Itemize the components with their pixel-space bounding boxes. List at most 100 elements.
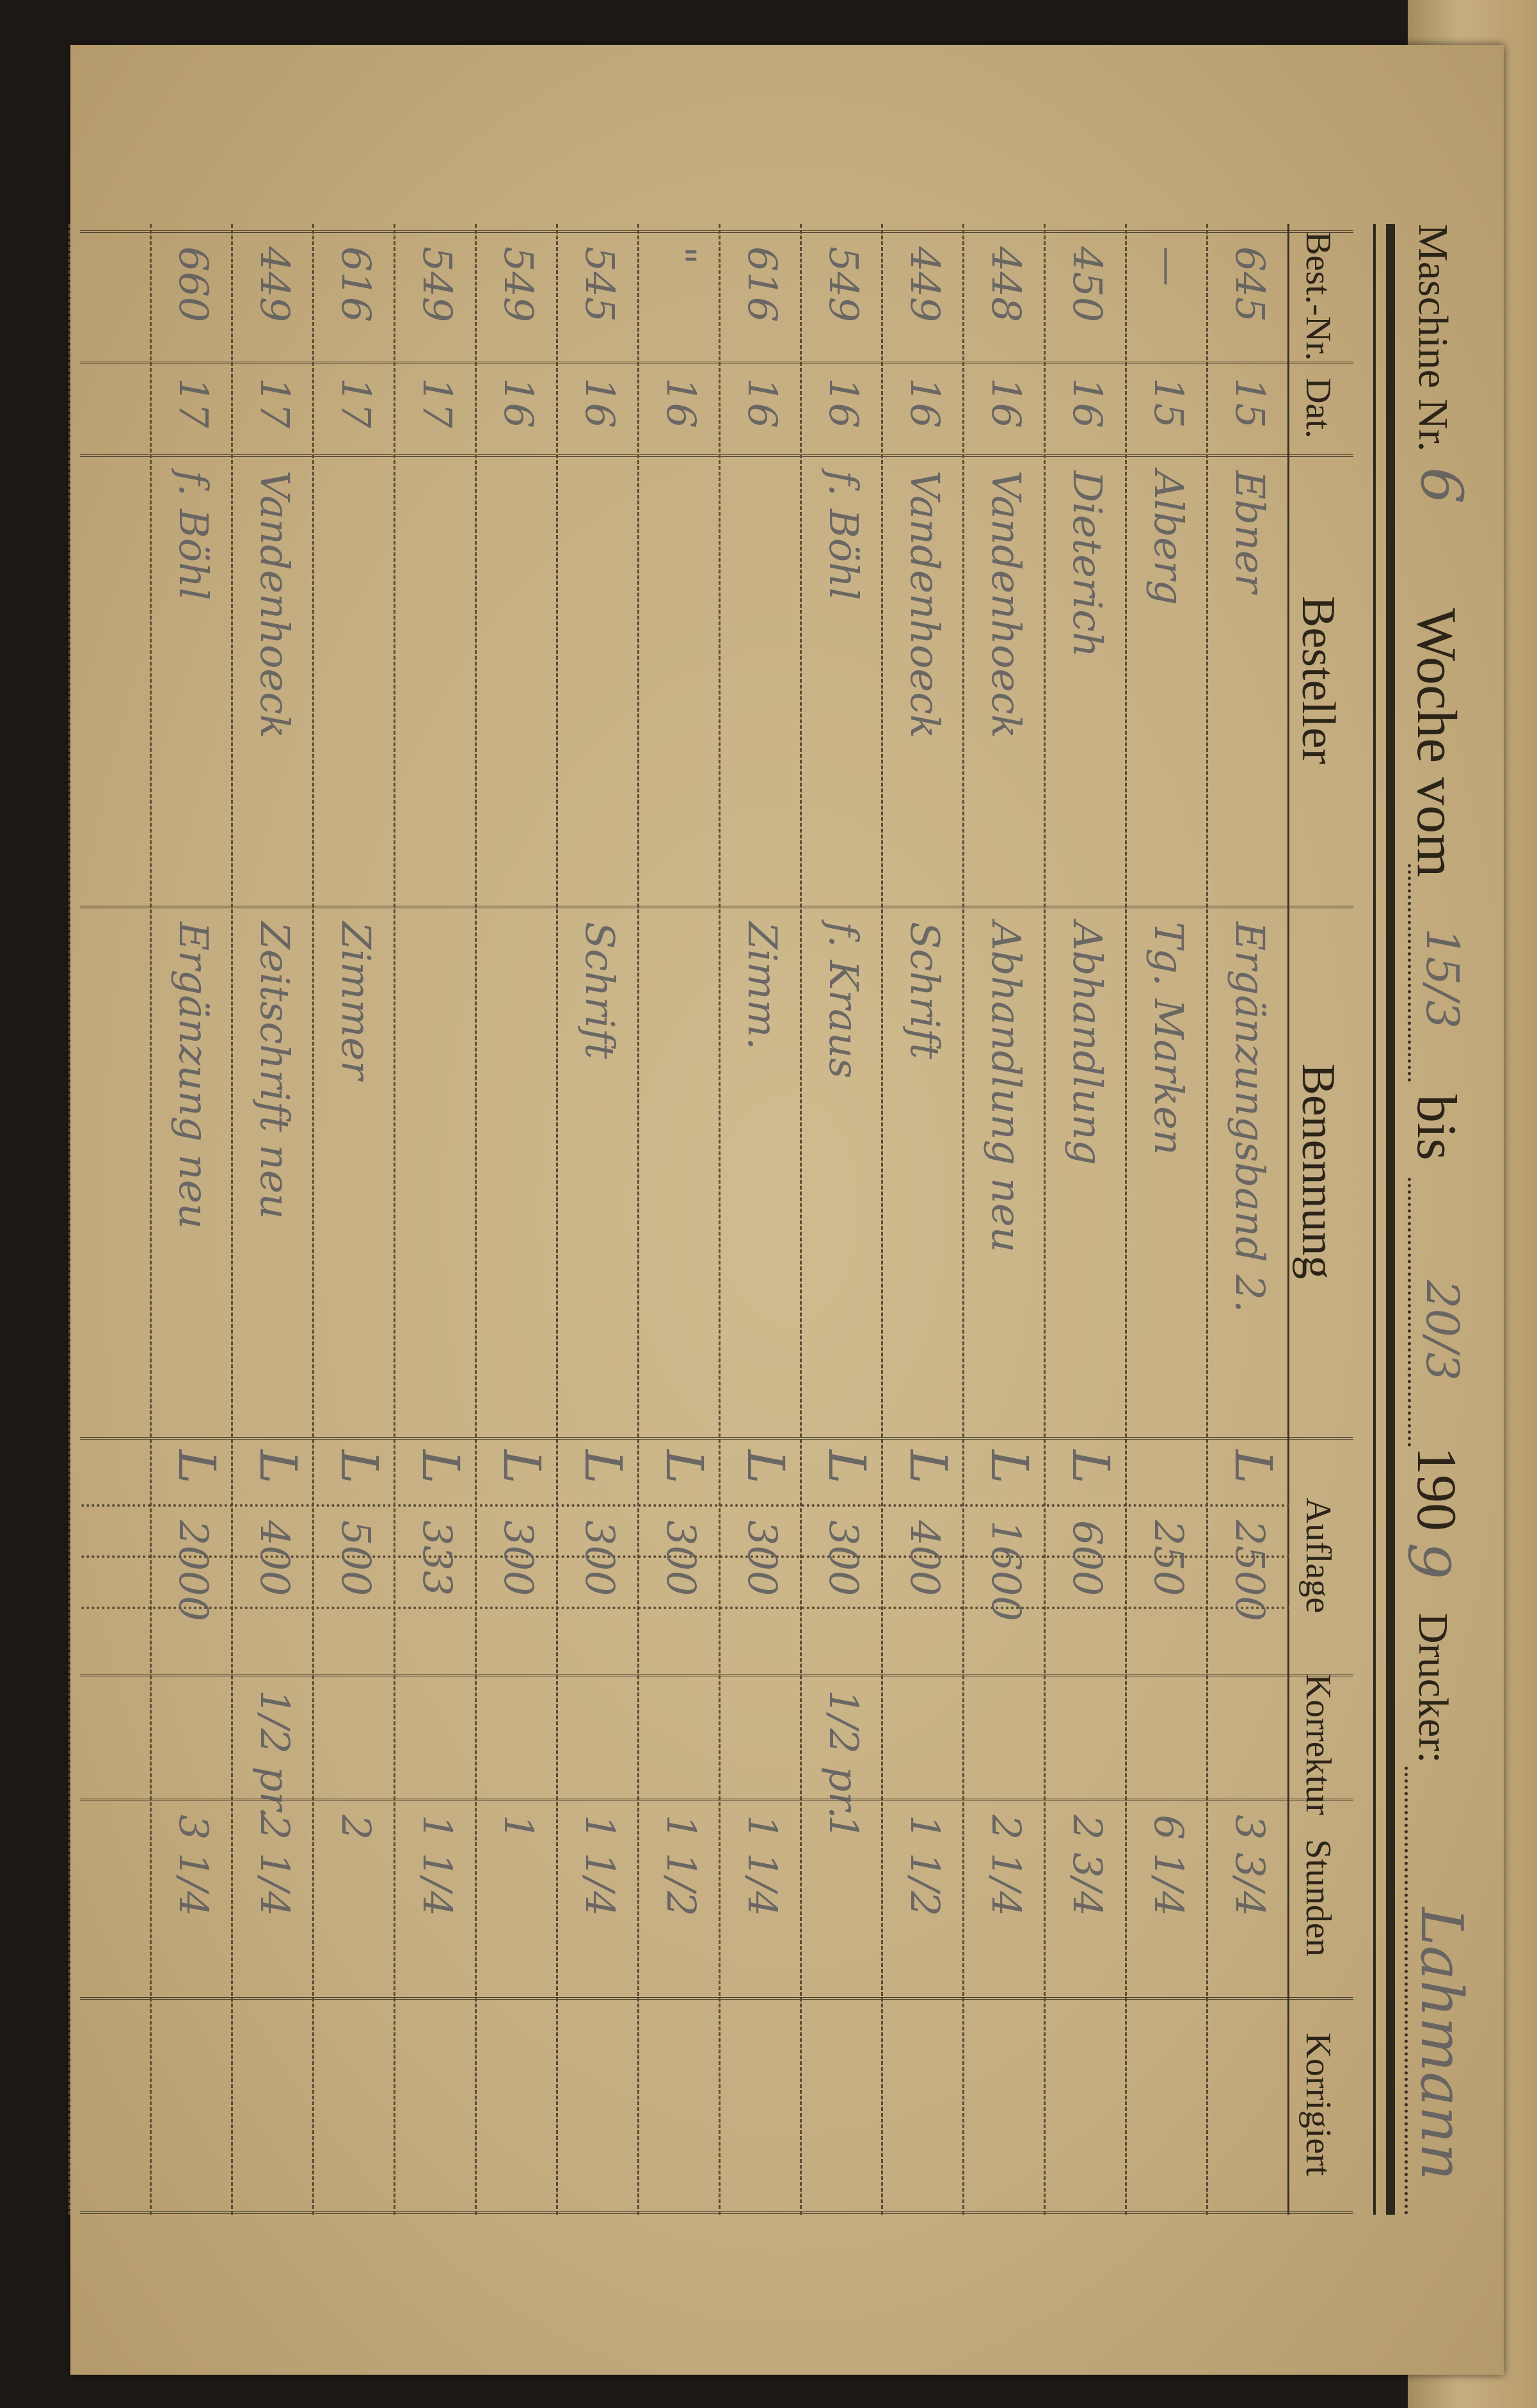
row-divider: [1206, 224, 1208, 2215]
auflage-digit-guide: [80, 1607, 1289, 1609]
year-label: 190: [1405, 1447, 1467, 1531]
cell-stunden: 1: [495, 1815, 542, 1840]
cell-best-nr: 549: [414, 246, 461, 323]
cell-best-nr: ": [658, 246, 705, 265]
column-header-benennung: Benennung: [1292, 1063, 1344, 1280]
cell-besteller: f. Böhl: [170, 470, 217, 600]
cell-dat: 16: [983, 378, 1030, 428]
cell-mark: L: [492, 1450, 552, 1484]
row-divider: [150, 224, 152, 2215]
row-divider: [637, 224, 639, 2215]
cell-benennung: f. Kraus: [820, 922, 867, 1079]
week-to-dots: [1408, 1178, 1411, 1447]
cell-benennung: Abhandlung: [1064, 922, 1111, 1166]
row-divider: [962, 224, 964, 2215]
cell-benennung: Schrift: [902, 922, 948, 1059]
column-divider: [80, 230, 1353, 233]
cell-dat: 16: [577, 378, 623, 428]
cell-best-nr: 549: [495, 246, 542, 323]
cell-best-nr: 660: [170, 246, 217, 323]
cell-best-nr: 549: [820, 246, 867, 323]
column-divider: [80, 454, 1353, 457]
cell-auflage: 300: [495, 1520, 542, 1596]
cell-dat: 17: [414, 378, 461, 428]
row-divider: [719, 224, 721, 2215]
machine-label: Maschine Nr.: [1410, 224, 1456, 452]
cell-mark: L: [898, 1450, 958, 1484]
cell-best-nr: 545: [577, 246, 623, 323]
column-header-korrigiert: Korrigiert: [1298, 2032, 1338, 2176]
cell-mark: L: [736, 1450, 795, 1484]
cell-dat: 15: [1227, 378, 1273, 428]
until-label: bis: [1405, 1095, 1467, 1160]
header-rule-thin: [1373, 224, 1376, 2215]
cell-auflage: 250: [1145, 1520, 1192, 1596]
cell-auflage: 2500: [1227, 1520, 1273, 1621]
cell-dat: 16: [495, 378, 542, 428]
cell-dat: 16: [1064, 378, 1111, 428]
log-table: Best.-Nr. Dat. Besteller Benennung Auflage Ko…: [68, 77, 1353, 2356]
cell-benennung: Zeitschrift neu: [251, 922, 298, 1219]
cell-dat: 15: [1145, 378, 1192, 428]
cell-best-nr: 449: [251, 246, 298, 323]
cell-mark: L: [411, 1450, 470, 1484]
row-divider: [556, 224, 558, 2215]
cell-best-nr: 448: [983, 246, 1030, 323]
column-divider: [80, 1437, 1353, 1440]
week-from-dots: [1408, 864, 1411, 1082]
cell-stunden: 2 3/4: [1064, 1815, 1111, 1916]
cell-dat: 16: [902, 378, 948, 428]
cell-korrektur: 1/2 pr.: [251, 1690, 298, 1819]
cell-benennung: Tg. Marken: [1145, 922, 1192, 1155]
cell-benennung: Schrift: [577, 922, 623, 1059]
cell-besteller: Vandenhoeck: [902, 470, 948, 739]
cell-dat: 16: [658, 378, 705, 428]
cell-dat: 17: [251, 378, 298, 428]
column-header-korrektur: Korrektur: [1298, 1674, 1338, 1815]
column-divider: [80, 1997, 1353, 2000]
cell-mark: L: [1223, 1450, 1283, 1484]
row-divider: [475, 224, 477, 2215]
column-header-best-nr: Best.-Nr.: [1298, 231, 1338, 361]
column-divider: [80, 2211, 1353, 2214]
cell-auflage: 300: [739, 1520, 786, 1596]
cell-auflage: 300: [658, 1520, 705, 1596]
column-divider: [80, 362, 1353, 364]
cell-besteller: Ebner: [1227, 470, 1273, 593]
cell-auflage: 300: [820, 1520, 867, 1596]
cell-mark: L: [1061, 1450, 1120, 1484]
column-header-dat: Dat.: [1298, 378, 1338, 438]
cell-benennung: Zimmer: [333, 922, 379, 1080]
cell-best-nr: 645: [1227, 246, 1273, 323]
cell-besteller: f. Böhl: [820, 470, 867, 600]
year-value: 9: [1395, 1543, 1462, 1580]
cell-best-nr: —: [1145, 246, 1192, 286]
paper-sheet: [70, 45, 1504, 2375]
cell-best-nr: 449: [902, 246, 948, 323]
cell-best-nr: 616: [333, 246, 379, 323]
cell-mark: L: [573, 1450, 633, 1484]
cell-stunden: 1 1/4: [577, 1815, 623, 1916]
cell-besteller: Vandenhoeck: [251, 470, 298, 739]
cell-best-nr: 450: [1064, 246, 1111, 323]
cell-besteller: Vandenhoeck: [983, 470, 1030, 739]
cell-stunden: 3 3/4: [1227, 1815, 1273, 1916]
cell-korrektur: 1/2 pr.: [820, 1690, 867, 1819]
cell-stunden: 1 1/4: [414, 1815, 461, 1916]
row-divider: [68, 224, 70, 2215]
row-divider: [312, 224, 314, 2215]
printer-value: Lahmann: [1408, 1907, 1475, 2181]
weekly-machine-log-form: Maschine Nr. 6 Woche vom 15/3 bis 20/3 1…: [68, 77, 1491, 2356]
cell-stunden: 1: [820, 1815, 867, 1840]
cell-stunden: 1 1/4: [739, 1815, 786, 1916]
cell-stunden: 6 1/4: [1145, 1815, 1192, 1916]
cell-mark: L: [167, 1450, 227, 1484]
column-header-stunden: Stunden: [1298, 1839, 1338, 1957]
cell-mark: L: [980, 1450, 1039, 1484]
row-divider: [800, 224, 802, 2215]
machine-value: 6: [1408, 467, 1475, 504]
cell-benennung: Abhandlung neu: [983, 922, 1030, 1253]
cell-auflage: 400: [902, 1520, 948, 1596]
form-header: Maschine Nr. 6 Woche vom 15/3 bis 20/3 1…: [1395, 77, 1475, 2356]
cell-stunden: 2 1/4: [251, 1815, 298, 1916]
